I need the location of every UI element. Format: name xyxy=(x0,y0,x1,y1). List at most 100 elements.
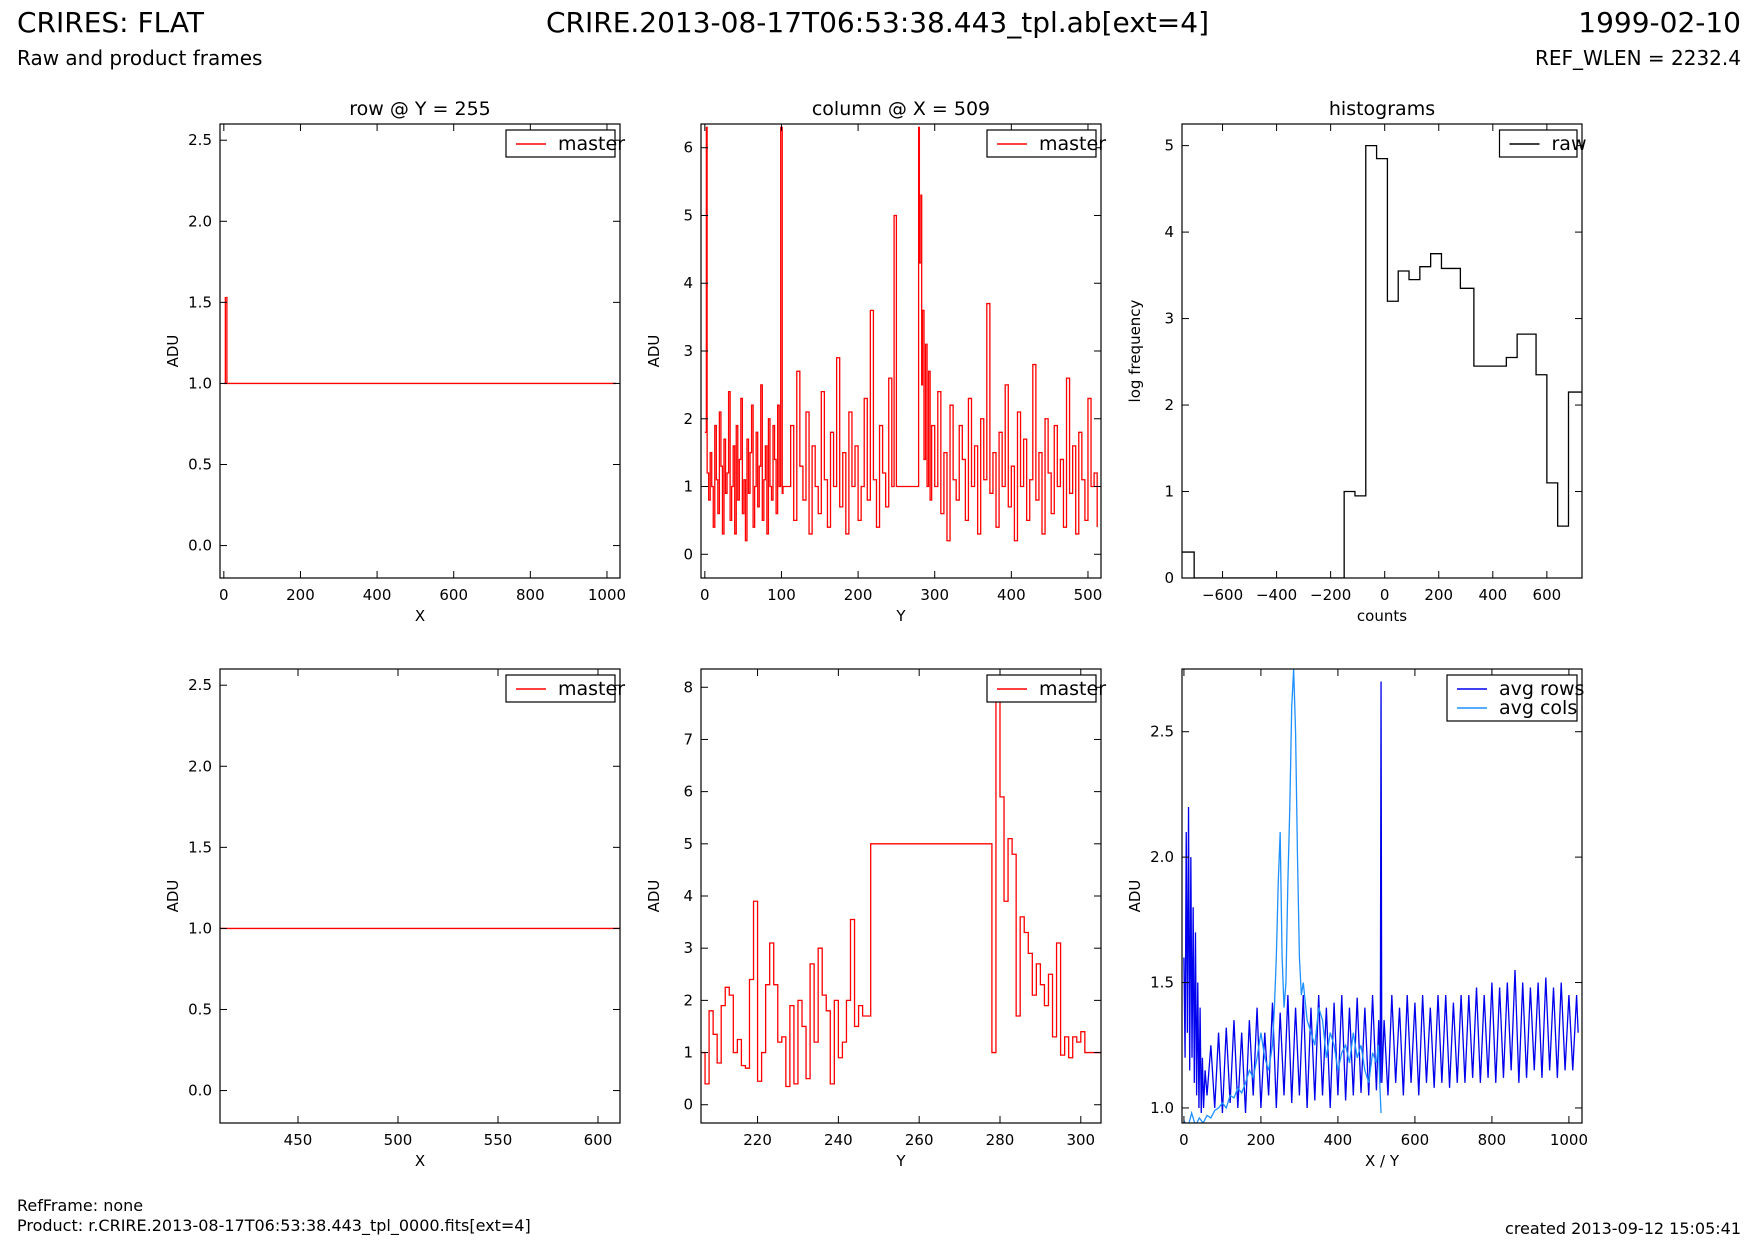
x-tick-label: 400 xyxy=(1478,586,1507,604)
chart-5: 220 240 260 280 300 0 1 2 3 4 5 6 7 8 Y ADU master xyxy=(645,668,1106,1170)
chart-2: 0 100 200 300 400 500 0 1 2 3 4 5 6 column @ X = 509 Y… xyxy=(645,98,1106,625)
ref-frame-label: RefFrame: none xyxy=(17,1196,144,1215)
x-tick-label: 0 xyxy=(1380,586,1390,604)
x-tick-label: 300 xyxy=(920,586,949,604)
x-axis-label: counts xyxy=(1357,607,1407,625)
legend-box xyxy=(1446,674,1578,722)
y-tick-label: 1.0 xyxy=(1150,1099,1174,1117)
legend-label: master xyxy=(558,678,625,700)
x-tick-label: 220 xyxy=(743,1131,772,1149)
x-tick-label: 800 xyxy=(516,586,545,604)
y-tick-label: 7 xyxy=(683,730,693,748)
y-tick-label: 6 xyxy=(683,139,693,157)
y-tick-label: 0 xyxy=(1164,569,1174,587)
legend: raw xyxy=(1498,129,1587,158)
x-tick-label: 800 xyxy=(1478,1131,1507,1149)
x-tick-label: 600 xyxy=(1401,1131,1430,1149)
chart-title: histograms xyxy=(1329,98,1435,120)
series-line-1 xyxy=(1182,144,1582,578)
created-label: created 2013-09-12 15:05:41 xyxy=(1505,1219,1741,1238)
y-tick-label: 2.0 xyxy=(1150,848,1174,866)
y-tick-label: 3 xyxy=(1164,310,1174,328)
plot-frame xyxy=(1181,668,1583,1124)
y-tick-label: 4 xyxy=(683,887,693,905)
x-tick-label: 280 xyxy=(986,1131,1015,1149)
x-tick-label: 200 xyxy=(286,586,315,604)
legend-label: raw xyxy=(1552,133,1587,155)
y-tick-label: 1.0 xyxy=(188,919,212,937)
y-tick-label: 1 xyxy=(683,478,693,496)
legend: master xyxy=(505,129,625,158)
y-axis-label: ADU xyxy=(645,880,663,913)
series-line-1 xyxy=(223,296,617,385)
legend-label: avg cols xyxy=(1499,697,1577,719)
product-label: Product: r.CRIRE.2013-08-17T06:53:38.443… xyxy=(17,1216,531,1235)
y-axis-label: log frequency xyxy=(1126,299,1144,402)
x-tick-label: 200 xyxy=(1247,1131,1276,1149)
x-tick-label: 600 xyxy=(584,1131,613,1149)
y-tick-label: 1 xyxy=(683,1044,693,1062)
date-label: 1999-02-10 xyxy=(1578,6,1741,39)
y-tick-label: 0 xyxy=(683,1096,693,1114)
plot-frame xyxy=(1181,123,1583,579)
y-tick-label: 5 xyxy=(1164,137,1174,155)
legend: master xyxy=(986,129,1106,158)
y-tick-label: 2.5 xyxy=(188,676,212,694)
x-tick-label: 0 xyxy=(219,586,229,604)
x-tick-label: 200 xyxy=(844,586,873,604)
legend-label: master xyxy=(558,133,625,155)
legend-label: master xyxy=(1039,133,1106,155)
y-tick-label: 4 xyxy=(1164,223,1174,241)
x-tick-label: 450 xyxy=(284,1131,313,1149)
x-tick-label: 400 xyxy=(363,586,392,604)
x-tick-label: 0 xyxy=(700,586,710,604)
x-tick-label: 600 xyxy=(1533,586,1562,604)
y-axis-label: ADU xyxy=(645,335,663,368)
x-axis-label: Y xyxy=(895,607,906,625)
page-title: CRIRES: FLAT xyxy=(17,6,204,39)
x-tick-label: 300 xyxy=(1066,1131,1095,1149)
x-tick-label: 500 xyxy=(384,1131,413,1149)
x-tick-label: 200 xyxy=(1424,586,1453,604)
y-axis-label: ADU xyxy=(164,880,182,913)
ref-wlen-label: REF_WLEN = 2232.4 xyxy=(1534,46,1741,70)
x-tick-label: −400 xyxy=(1256,586,1297,604)
y-tick-label: 0 xyxy=(683,545,693,563)
y-tick-label: 4 xyxy=(683,274,693,292)
plot-frame xyxy=(700,123,1102,579)
y-tick-label: 3 xyxy=(683,939,693,957)
x-tick-label: 0 xyxy=(1179,1131,1189,1149)
plot-frame xyxy=(219,123,621,579)
y-tick-label: 5 xyxy=(683,206,693,224)
legend: master xyxy=(505,674,625,703)
y-tick-label: 1 xyxy=(1164,483,1174,501)
y-tick-label: 2.0 xyxy=(188,757,212,775)
y-tick-label: 2.5 xyxy=(188,131,212,149)
y-tick-label: 2 xyxy=(683,410,693,428)
y-tick-label: 2 xyxy=(1164,396,1174,414)
x-tick-label: 240 xyxy=(824,1131,853,1149)
y-tick-label: 0.5 xyxy=(188,1001,212,1019)
chart-3: −600 −400 −200 0 200 400 600 0 1 2 3 4 5 histograms co… xyxy=(1126,98,1587,625)
y-tick-label: 5 xyxy=(683,835,693,853)
legend-label: master xyxy=(1039,678,1106,700)
x-tick-label: −600 xyxy=(1202,586,1243,604)
y-tick-label: 0.0 xyxy=(188,537,212,555)
x-axis-label: X xyxy=(415,607,425,625)
y-tick-label: 1.5 xyxy=(1150,974,1174,992)
x-tick-label: 550 xyxy=(484,1131,513,1149)
x-tick-label: 500 xyxy=(1074,586,1103,604)
y-tick-label: 3 xyxy=(683,342,693,360)
x-axis-label: X / Y xyxy=(1365,1152,1400,1170)
x-axis-label: Y xyxy=(895,1152,906,1170)
y-tick-label: 0.5 xyxy=(188,456,212,474)
chart-4: 450 500 550 600 0.0 0.5 1.0 1.5 2.0 2.5 X ADU master xyxy=(164,668,625,1170)
series-line-1 xyxy=(1183,681,1579,1114)
x-axis-label: X xyxy=(415,1152,425,1170)
x-tick-label: 1000 xyxy=(1550,1131,1588,1149)
x-tick-label: 400 xyxy=(997,586,1026,604)
y-tick-label: 6 xyxy=(683,783,693,801)
series-line-1 xyxy=(704,126,1098,542)
x-tick-label: 260 xyxy=(905,1131,934,1149)
